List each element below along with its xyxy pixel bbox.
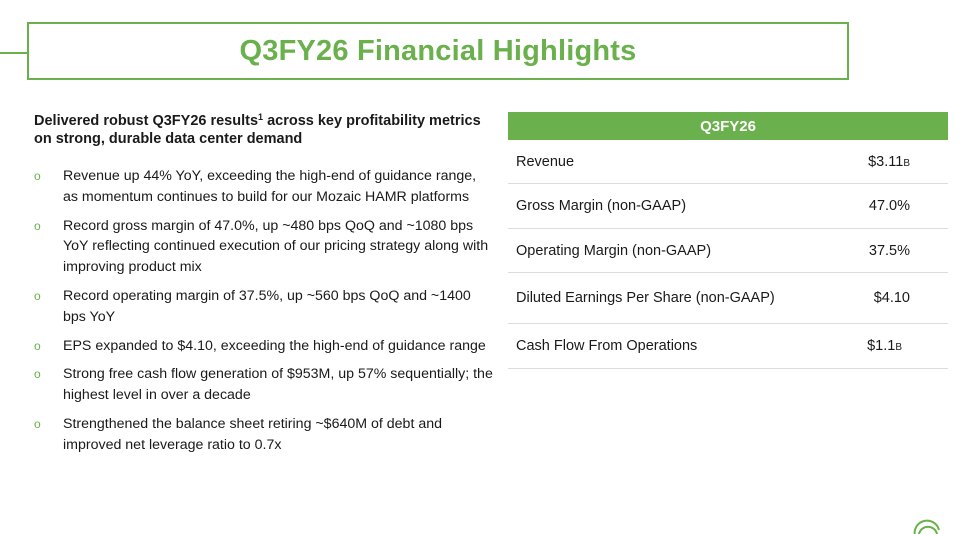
bullet-text: Revenue up 44% YoY, exceeding the high-e… (63, 168, 477, 205)
highlights-list: o Revenue up 44% YoY, exceeding the high-… (34, 166, 494, 456)
bullet-text: Strengthened the balance sheet retiring … (63, 415, 443, 453)
footnote-marker: 1 (258, 112, 264, 122)
metric-value: 47.0% (850, 198, 940, 214)
metric-unit: B (895, 342, 902, 353)
lead-text: Delivered robust Q3FY26 results (34, 113, 259, 129)
list-item: o Strong free cash flow generation of $95… (34, 364, 494, 406)
list-item: o Revenue up 44% YoY, exceeding the high-… (34, 166, 494, 208)
metric-value: $4.10 (850, 290, 940, 306)
metric-label: Revenue (516, 153, 575, 170)
brand-logo-icon (913, 519, 940, 534)
lead-text-continued: across key profitability metrics on stro… (34, 113, 481, 147)
bullet-text: EPS expanded to $4.10, exceeding the hig… (63, 337, 486, 354)
metric-label: Gross Margin (non-GAAP) (516, 198, 687, 214)
bullet-circle-icon: o (34, 416, 41, 431)
list-item: o Record operating margin of 37.5%, up ~5… (34, 286, 494, 328)
list-item: o Strengthened the balance sheet retiring… (34, 414, 494, 456)
lead-statement: Delivered robust Q3FY26 results1 across … (34, 108, 494, 148)
metric-unit: B (903, 157, 910, 169)
metric-value: 37.5% (850, 243, 940, 259)
table-row: Gross Margin (non-GAAP) 47.0% (508, 184, 948, 229)
table-header: Q3FY26 (508, 112, 948, 140)
metric-label: Operating Margin (non-GAAP) (516, 242, 712, 259)
page-title: Q3FY26 Financial Highlights (239, 34, 637, 67)
metric-amount: 47.0% (868, 198, 910, 214)
highlights-column: Delivered robust Q3FY26 results1 across … (34, 108, 494, 464)
bullet-circle-icon: o (34, 218, 41, 233)
table-row: Diluted Earnings Per Share (non-GAAP) $4… (508, 273, 948, 324)
bullet-text: Strong free cash flow generation of $953… (63, 366, 493, 404)
table-row: Operating Margin (non-GAAP) 37.5% (508, 229, 948, 273)
metric-value: $1.1B (842, 338, 940, 354)
metric-amount: $3.11 (868, 153, 904, 170)
bullet-circle-icon: o (34, 338, 41, 353)
bullet-circle-icon: o (34, 367, 41, 382)
metric-value: $3.11B (850, 154, 940, 170)
bullet-text: Record gross margin of 47.0%, up ~480 bp… (63, 217, 489, 276)
title-banner: Q3FY26 Financial Highlights (27, 22, 849, 80)
list-item: o EPS expanded to $4.10, exceeding the hi… (34, 336, 494, 357)
list-item: o Record gross margin of 47.0%, up ~480 b… (34, 216, 494, 278)
table-row: Revenue $3.11B (508, 140, 948, 184)
metric-amount: 37.5% (868, 242, 910, 259)
accent-line (0, 52, 28, 54)
bullet-circle-icon: o (34, 288, 41, 303)
bullet-text: Record operating margin of 37.5%, up ~56… (63, 287, 471, 325)
metric-label: Cash Flow From Operations (516, 338, 698, 354)
table-row: Cash Flow From Operations $1.1B (508, 324, 948, 369)
metric-label: Diluted Earnings Per Share (non-GAAP) (516, 290, 775, 306)
metric-amount: $4.10 (873, 290, 910, 306)
metrics-table: Q3FY26 Revenue $3.11B Gross Margin (non-… (508, 112, 948, 369)
metric-amount: $1.1 (867, 338, 896, 354)
bullet-circle-icon: o (34, 169, 41, 183)
